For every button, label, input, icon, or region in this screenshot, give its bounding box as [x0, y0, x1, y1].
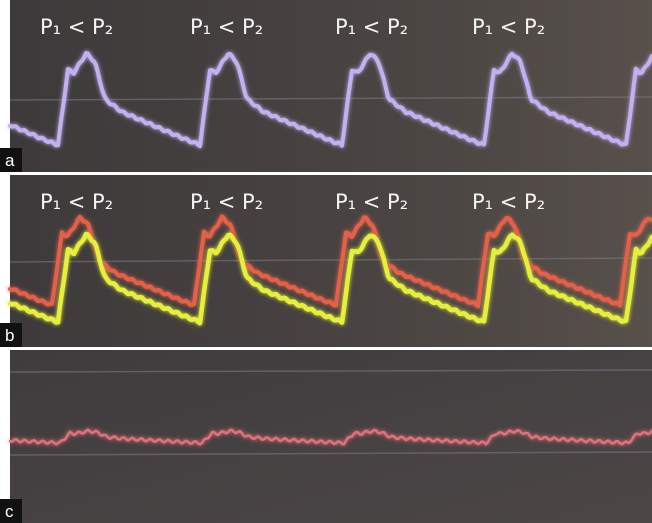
annotation: P₁ < P₂: [472, 190, 545, 214]
annotation: P₁ < P₂: [335, 15, 408, 39]
monitor-lines: [9, 96, 652, 456]
waveform-c: [8, 428, 652, 446]
panel-label: b: [5, 326, 14, 345]
waveform-b-red: [8, 214, 652, 309]
panel-label-box: [0, 499, 22, 523]
annotation: P₁ < P₂: [190, 15, 263, 39]
panel-label-box: [0, 323, 22, 347]
annotation: P₁ < P₂: [190, 190, 263, 214]
waveform-a: [8, 51, 652, 149]
annotation: P₁ < P₂: [40, 15, 113, 39]
panel-label-box: [0, 148, 22, 172]
labels: P₁ < P₂ P₁ < P₂ P₁ < P₂ P₁ < P₂ a P₁ < P₂ P₁ <…: [0, 15, 545, 523]
panel-label: c: [5, 502, 14, 521]
annotation: P₁ < P₂: [335, 190, 408, 214]
panel-background: [10, 0, 652, 172]
waveforms: [7, 51, 652, 446]
annotation: P₁ < P₂: [472, 15, 545, 39]
waveform-b-yellow: [7, 231, 652, 326]
panel-label: a: [5, 151, 15, 170]
annotation: P₁ < P₂: [40, 190, 113, 214]
